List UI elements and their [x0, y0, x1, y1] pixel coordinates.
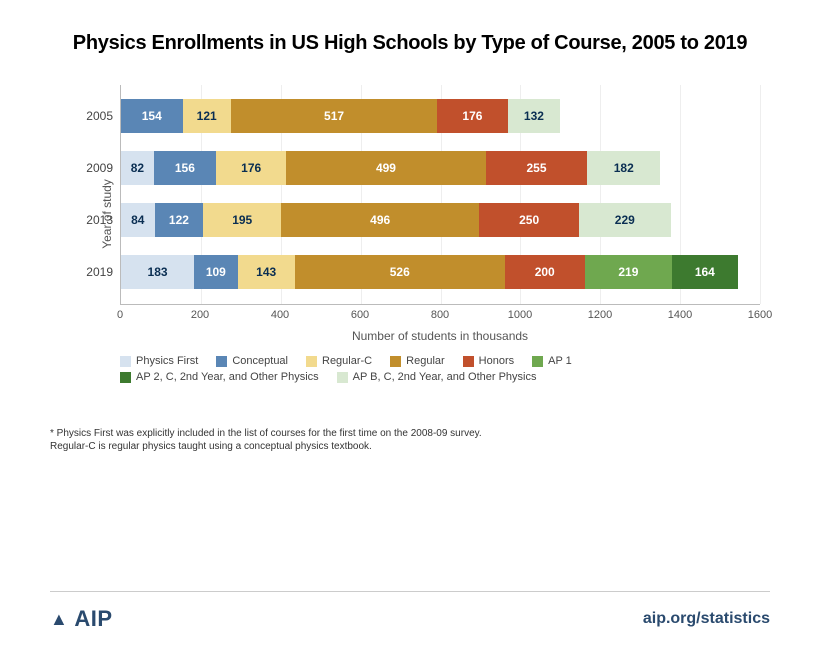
x-tick-label: 800	[431, 309, 449, 321]
legend-item: Regular	[390, 355, 445, 367]
legend-item: Regular-C	[306, 355, 372, 367]
bar-segment: 229	[579, 203, 670, 237]
bar-segment: 109	[194, 255, 238, 289]
x-tick-label: 1000	[508, 309, 532, 321]
legend-swatch	[463, 356, 474, 367]
legend-item: Conceptual	[216, 355, 288, 367]
legend-item: Physics First	[120, 355, 198, 367]
x-tick-label: 400	[271, 309, 289, 321]
legend-item: AP 1	[532, 355, 572, 367]
bar-segment: 122	[155, 203, 204, 237]
bar-segment: 183	[121, 255, 194, 289]
legend-label: Honors	[479, 355, 514, 367]
bar-segment: 496	[281, 203, 479, 237]
x-tick-label: 1400	[668, 309, 692, 321]
bar-segment: 517	[231, 99, 437, 133]
footer: ▲ AIP aip.org/statistics	[50, 591, 770, 632]
y-tick-label: 2019	[86, 255, 121, 289]
plot-area: 2005154121517176132200982156176499255182…	[120, 85, 760, 305]
bar-segment: 143	[238, 255, 295, 289]
legend-label: AP 1	[548, 355, 572, 367]
bar-segment: 250	[479, 203, 579, 237]
legend-label: AP 2, C, 2nd Year, and Other Physics	[136, 371, 319, 383]
bar-segment: 132	[508, 99, 561, 133]
legend-item: Honors	[463, 355, 514, 367]
y-tick-label: 2013	[86, 203, 121, 237]
bar-segment: 156	[154, 151, 216, 185]
logo-text: AIP	[74, 606, 112, 632]
footnote-line: Regular-C is regular physics taught usin…	[50, 440, 770, 453]
legend-label: Regular	[406, 355, 445, 367]
x-tick-label: 0	[117, 309, 123, 321]
bar-segment: 499	[286, 151, 485, 185]
legend-swatch	[120, 372, 131, 383]
x-axis: 02004006008001000120014001600	[120, 309, 760, 327]
footer-url: aip.org/statistics	[643, 610, 770, 628]
legend-swatch	[390, 356, 401, 367]
bar-row: 84122195496250229	[121, 203, 671, 237]
legend-swatch	[216, 356, 227, 367]
x-tick-label: 1600	[748, 309, 772, 321]
footnote-line: * Physics First was explicitly included …	[50, 427, 770, 440]
bar-segment: 255	[486, 151, 588, 185]
logo-mark-icon: ▲	[50, 609, 68, 630]
x-tick-label: 200	[191, 309, 209, 321]
bar-segment: 176	[216, 151, 286, 185]
legend-swatch	[120, 356, 131, 367]
brand-logo: ▲ AIP	[50, 606, 113, 632]
legend-label: Regular-C	[322, 355, 372, 367]
legend-label: AP B, C, 2nd Year, and Other Physics	[353, 371, 537, 383]
bar-row: 183109143526200219164	[121, 255, 738, 289]
x-tick-label: 1200	[588, 309, 612, 321]
bar-segment: 176	[437, 99, 507, 133]
legend-swatch	[337, 372, 348, 383]
legend-item: AP 2, C, 2nd Year, and Other Physics	[120, 371, 319, 383]
legend-item: AP B, C, 2nd Year, and Other Physics	[337, 371, 537, 383]
bar-segment: 200	[505, 255, 585, 289]
chart: Year of study 20051541215171761322009821…	[120, 85, 760, 343]
x-axis-label: Number of students in thousands	[120, 329, 760, 343]
bar-segment: 164	[672, 255, 737, 289]
bar-row: 154121517176132	[121, 99, 560, 133]
bar-segment: 182	[587, 151, 660, 185]
bar-segment: 195	[203, 203, 281, 237]
bar-segment: 84	[121, 203, 155, 237]
bar-segment: 82	[121, 151, 154, 185]
y-tick-label: 2009	[86, 151, 121, 185]
bar-segment: 154	[121, 99, 183, 133]
bar-segment: 121	[183, 99, 231, 133]
bar-row: 82156176499255182	[121, 151, 660, 185]
page-title: Physics Enrollments in US High Schools b…	[50, 32, 770, 55]
bar-segment: 526	[295, 255, 505, 289]
legend-label: Conceptual	[232, 355, 288, 367]
bar-segment: 219	[585, 255, 672, 289]
legend-swatch	[532, 356, 543, 367]
legend-label: Physics First	[136, 355, 198, 367]
legend-swatch	[306, 356, 317, 367]
footnote: * Physics First was explicitly included …	[50, 427, 770, 453]
legend: Physics First Conceptual Regular-C Regular H…	[120, 355, 700, 383]
x-tick-label: 600	[351, 309, 369, 321]
y-tick-label: 2005	[86, 99, 121, 133]
